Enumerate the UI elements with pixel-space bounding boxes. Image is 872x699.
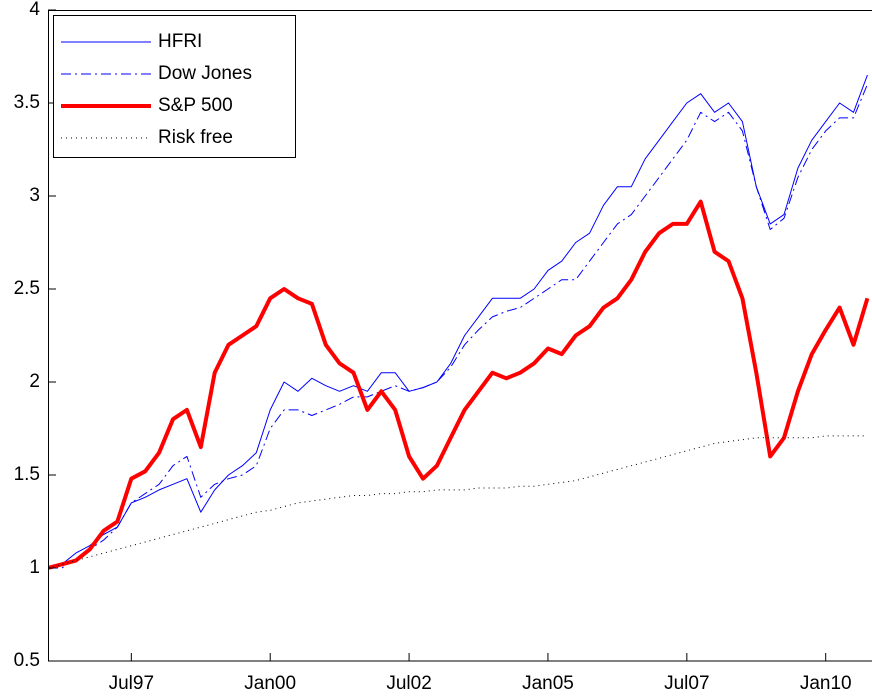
axes-box: [48, 10, 872, 662]
y-tick-label: 2.5: [14, 278, 40, 299]
legend-label: HFRI: [158, 31, 202, 52]
series-line: [48, 435, 868, 569]
legend-box: [53, 15, 296, 158]
x-tick-label: Jul97: [109, 673, 154, 694]
x-tick-label: Jan05: [522, 673, 574, 694]
x-tick-label: Jul02: [386, 673, 431, 694]
legend-label: S&P 500: [158, 95, 233, 116]
y-tick-label: 1.5: [14, 464, 40, 485]
plot-area: [48, 74, 870, 570]
y-tick-label: 3: [29, 185, 40, 206]
series-line: [48, 84, 868, 569]
series-line: [48, 74, 868, 569]
x-tick-label: Jul07: [664, 673, 709, 694]
x-tick-label: Jan10: [800, 673, 852, 694]
y-tick-label: 2: [29, 371, 40, 392]
legend-label: Dow Jones: [158, 63, 252, 84]
y-tick-label: 0.5: [14, 650, 40, 671]
legend-label: Risk free: [158, 127, 233, 148]
x-tick-label: Jan00: [244, 673, 296, 694]
y-tick-label: 4: [29, 0, 40, 20]
y-tick-label: 3.5: [14, 92, 40, 113]
y-tick-label: 1: [29, 557, 40, 578]
series-line: [48, 199, 870, 570]
